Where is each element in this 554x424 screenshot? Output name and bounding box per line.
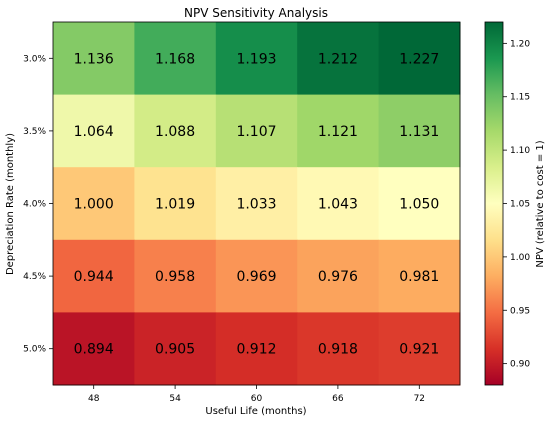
heatmap-cell — [134, 167, 217, 241]
chart-title: NPV Sensitivity Analysis — [184, 6, 328, 20]
cell-value-label: 1.227 — [399, 51, 439, 67]
cell-value-label: 1.193 — [236, 51, 276, 67]
colorbar-tick-label: 1.20 — [510, 39, 530, 49]
colorbar-tick-label: 1.10 — [510, 146, 530, 156]
heatmap-cell — [53, 312, 135, 386]
cell-value-label: 0.981 — [399, 269, 439, 285]
heatmap-cell — [297, 167, 380, 241]
cell-value-label: 1.033 — [236, 197, 276, 213]
colorbar-tick-label: 1.15 — [510, 93, 530, 103]
heatmap-cells — [53, 22, 461, 386]
x-axis-label: Useful Life (months) — [205, 406, 306, 417]
colorbar-tick-label: 0.90 — [510, 360, 530, 370]
cell-value-label: 1.168 — [155, 51, 195, 67]
y-tick-label: 4.0% — [23, 200, 46, 210]
cell-value-label: 0.921 — [399, 342, 439, 358]
heatmap-cell — [215, 239, 298, 313]
heatmap-cell — [53, 22, 135, 96]
heatmap-cell — [297, 94, 380, 168]
cell-value-label: 1.043 — [318, 197, 358, 213]
heatmap-cell — [297, 239, 380, 313]
heatmap-cell — [378, 22, 461, 96]
cell-value-label: 1.136 — [74, 51, 114, 67]
heatmap-cell — [215, 167, 298, 241]
cell-value-label: 1.121 — [318, 124, 358, 140]
cell-value-label: 0.912 — [236, 342, 276, 358]
y-axis-label: Depreciation Rate (monthly) — [5, 133, 16, 275]
cell-value-label: 1.064 — [74, 124, 114, 140]
heatmap-cell — [297, 22, 380, 96]
heatmap-cell — [134, 22, 217, 96]
cell-value-label: 1.088 — [155, 124, 195, 140]
colorbar-tick-label: 1.05 — [510, 200, 530, 210]
cell-value-label: 0.894 — [74, 342, 114, 358]
x-tick-label: 72 — [414, 394, 425, 404]
colorbar-tick-label: 1.00 — [510, 253, 530, 263]
heatmap-cell — [134, 239, 217, 313]
heatmap-cell — [378, 167, 461, 241]
cell-value-label: 0.976 — [318, 269, 358, 285]
heatmap-cell — [53, 239, 135, 313]
colorbar-label: NPV (relative to cost = 1) — [535, 140, 546, 267]
heatmap-cell — [53, 167, 135, 241]
heatmap-cell-labels: 1.136 1.168 1.193 1.212 1.227 1.064 1.088 1.107… — [74, 51, 440, 357]
y-tick-label: 3.5% — [23, 127, 46, 137]
heatmap-cell — [53, 94, 135, 168]
heatmap-cell — [134, 94, 217, 168]
cell-value-label: 1.000 — [74, 197, 114, 213]
cell-value-label: 1.050 — [399, 197, 439, 213]
heatmap-cell — [215, 94, 298, 168]
cell-value-label: 1.131 — [399, 124, 439, 140]
cell-value-label: 1.212 — [318, 51, 358, 67]
colorbar-ticks: 0.90 0.95 1.00 1.05 1.10 1.15 1.20 — [503, 39, 530, 370]
cell-value-label: 0.958 — [155, 269, 195, 285]
heatmap-cell — [378, 239, 461, 313]
x-tick-label: 54 — [169, 394, 181, 404]
colorbar — [484, 21, 504, 386]
cell-value-label: 1.107 — [236, 124, 276, 140]
heatmap-cell — [215, 312, 298, 386]
heatmap-cell — [378, 312, 461, 386]
y-tick-label: 3.0% — [23, 54, 46, 64]
colorbar-tick-label: 0.95 — [510, 306, 530, 316]
x-axis-ticks: 48 54 60 66 72 — [88, 385, 425, 404]
cell-value-label: 0.918 — [318, 342, 358, 358]
cell-value-label: 0.905 — [155, 342, 195, 358]
cell-value-label: 0.969 — [236, 269, 276, 285]
heatmap-cell — [215, 22, 298, 96]
x-tick-label: 60 — [251, 394, 263, 404]
cell-value-label: 0.944 — [74, 269, 114, 285]
y-tick-label: 4.5% — [23, 272, 46, 282]
heatmap-cell — [297, 312, 380, 386]
heatmap-cell — [134, 312, 217, 386]
y-axis-ticks: 3.0% 3.5% 4.0% 4.5% 5.0% — [23, 54, 53, 355]
x-tick-label: 66 — [332, 394, 344, 404]
heatmap-cell — [378, 94, 461, 168]
cell-value-label: 1.019 — [155, 197, 195, 213]
x-tick-label: 48 — [88, 394, 100, 404]
y-tick-label: 5.0% — [23, 345, 46, 355]
